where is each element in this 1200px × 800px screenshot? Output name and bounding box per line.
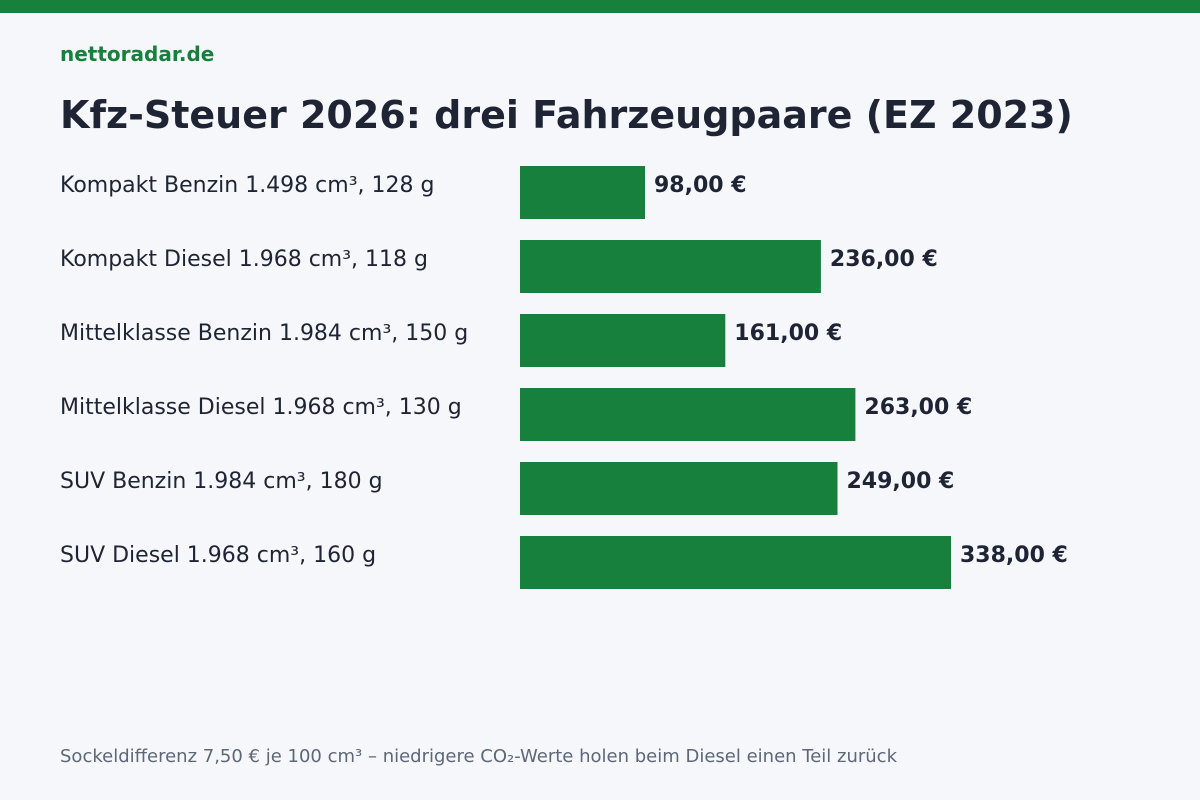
bar [520,462,838,515]
bar [520,314,726,367]
category-label: Mittelklasse Diesel 1.968 cm³, 130 g [60,395,462,420]
bar [520,536,951,589]
value-label: 249,00 € [847,469,955,494]
category-label: SUV Benzin 1.984 cm³, 180 g [60,469,383,494]
chart-title: Kfz-Steuer 2026: drei Fahrzeugpaare (EZ … [60,93,1073,137]
category-label: Kompakt Diesel 1.968 cm³, 118 g [60,247,428,272]
top-accent-bar [0,0,1200,13]
footnote: Sockeldifferenz 7,50 € je 100 cm³ – nied… [60,746,897,767]
category-label: Mittelklasse Benzin 1.984 cm³, 150 g [60,321,468,346]
value-label: 161,00 € [734,321,842,346]
bar [520,166,645,219]
value-label: 236,00 € [830,247,938,272]
category-label: SUV Diesel 1.968 cm³, 160 g [60,543,376,568]
value-label: 263,00 € [864,395,972,420]
value-label: 98,00 € [654,173,747,198]
bar [520,240,821,293]
category-label: Kompakt Benzin 1.498 cm³, 128 g [60,173,434,198]
bar [520,388,856,441]
bar-chart: Kompakt Benzin 1.498 cm³, 128 g 98,00 € Ko… [60,166,1068,589]
value-label: 338,00 € [960,543,1068,568]
site-name: nettoradar.de [60,42,215,66]
